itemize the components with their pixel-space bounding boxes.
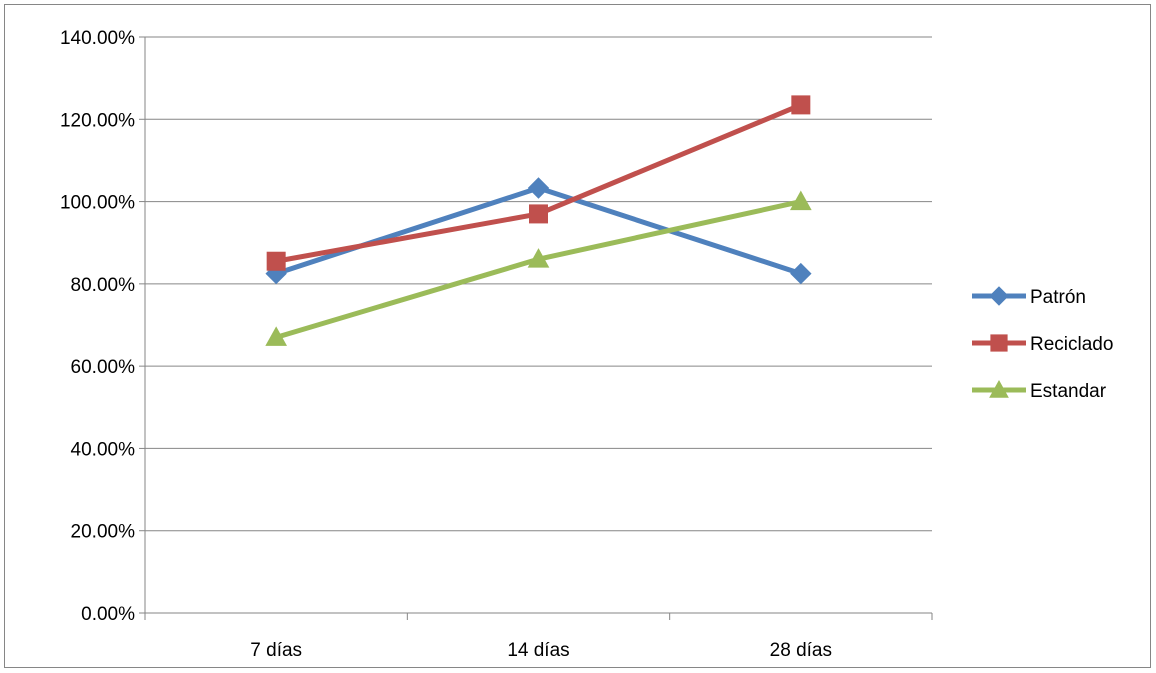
legend-label: Patrón (1030, 287, 1086, 308)
legend-label: Estandar (1030, 381, 1107, 402)
axes (139, 36, 933, 620)
legend-marker (989, 379, 1009, 398)
y-tick-label: 60.00% (71, 357, 136, 378)
legend-item: Patrón (972, 286, 1086, 308)
data-point-marker (527, 248, 550, 268)
legend-label: Reciclado (1030, 334, 1113, 355)
series-layer (265, 95, 812, 346)
legend-marker (990, 334, 1008, 352)
data-point-marker (265, 326, 288, 346)
x-tick-label: 7 días (250, 640, 302, 661)
series-Estandar (265, 190, 812, 346)
legend-marker (989, 286, 1009, 306)
data-point-marker (790, 262, 812, 285)
data-point-marker (527, 177, 550, 199)
y-tick-label: 40.00% (71, 439, 136, 460)
chart-area (4, 4, 1151, 668)
legend-item: Estandar (972, 379, 1107, 402)
data-point-marker (791, 95, 811, 115)
x-axis-tick-labels: 7 días 14 días 28 días (250, 640, 832, 661)
legend-item: Reciclado (972, 334, 1113, 355)
y-axis-tick-labels: 0.00% 20.00% 40.00% 60.00% 80.00% 100.00% 120.… (60, 28, 135, 625)
series-Patrón (265, 177, 812, 285)
legend: Patrón Reciclado Estandar (972, 286, 1113, 402)
y-tick-label: 20.00% (71, 522, 136, 543)
x-tick-label: 14 días (507, 640, 569, 661)
series-Reciclado (266, 95, 811, 271)
gridlines (145, 36, 932, 532)
data-point-marker (789, 190, 812, 211)
x-tick-label: 28 días (770, 640, 832, 661)
y-tick-label: 100.00% (60, 193, 135, 214)
y-tick-label: 80.00% (71, 275, 136, 296)
y-tick-label: 140.00% (60, 28, 135, 49)
y-tick-label: 0.00% (81, 604, 135, 625)
y-tick-label: 120.00% (60, 110, 135, 131)
data-point-marker (529, 204, 548, 224)
data-point-marker (266, 251, 286, 271)
